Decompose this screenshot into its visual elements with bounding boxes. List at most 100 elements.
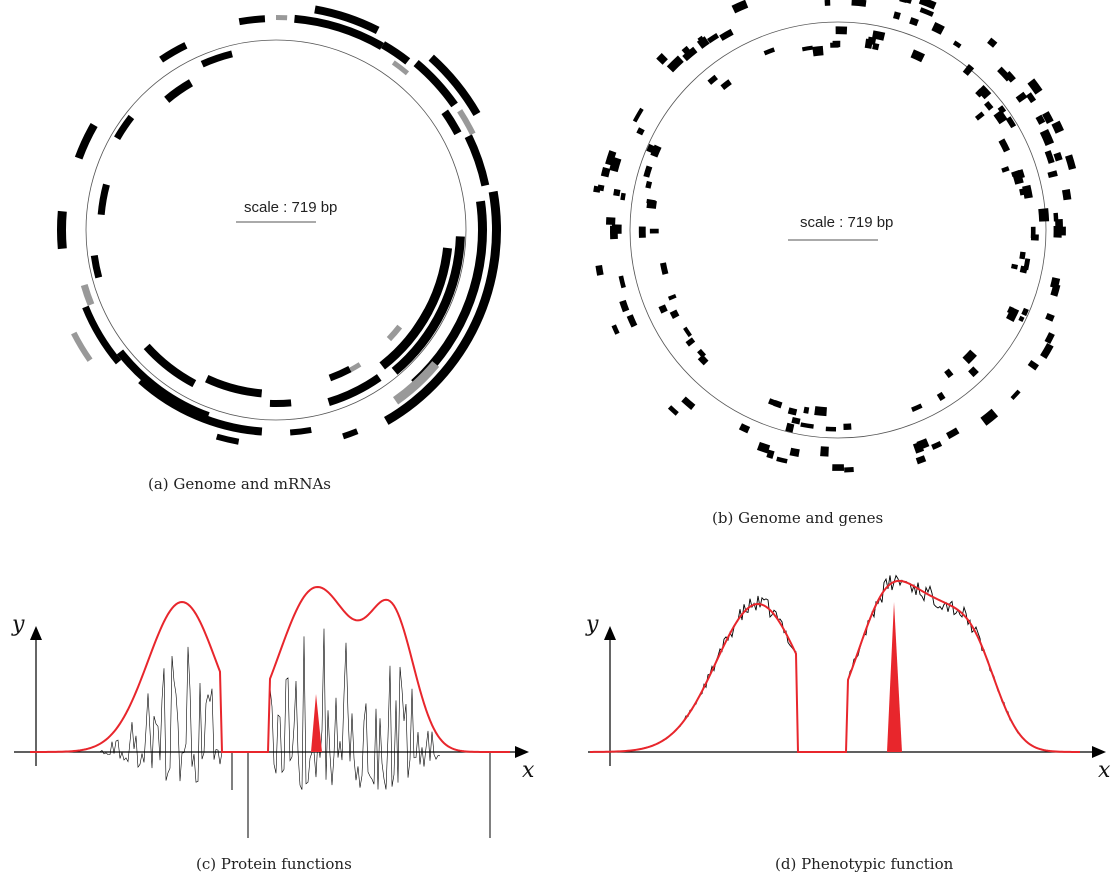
- gene-tick: [824, 0, 831, 6]
- gene-tick: [1006, 307, 1020, 322]
- caption-d: (d) Phenotypic function: [775, 855, 954, 873]
- mrna-arc: [381, 41, 411, 65]
- mrna-arc: [57, 210, 67, 250]
- gene-tick: [773, 400, 783, 409]
- gene-tick: [1040, 342, 1054, 360]
- mrna-arc: [464, 134, 490, 187]
- gene-tick: [766, 449, 775, 459]
- gene-tick: [660, 262, 669, 275]
- gene-tick: [720, 79, 732, 90]
- mrna-arc: [391, 236, 465, 375]
- gene-tick: [962, 64, 975, 76]
- mrna-arc: [74, 123, 98, 160]
- scale-label-b: scale : 719 bp: [800, 214, 894, 231]
- mrna-arc: [164, 79, 193, 103]
- mrna-arc: [413, 247, 453, 332]
- mrna-arc: [90, 255, 103, 279]
- gene-tick: [919, 7, 934, 17]
- envelope-curve: [29, 585, 511, 753]
- x-axis-label-d: x: [1098, 758, 1111, 783]
- genome-mrna-circle: [57, 5, 501, 445]
- gene-tick: [812, 45, 824, 57]
- x-axis-arrow: [515, 746, 529, 758]
- gene-tick: [843, 423, 852, 431]
- gene-tick: [832, 464, 845, 471]
- gene-tick: [646, 198, 656, 205]
- gene-tick: [1038, 208, 1050, 222]
- gene-tick: [619, 299, 630, 313]
- phenotype-signal: [589, 574, 1081, 753]
- genome-circle: [85, 39, 467, 421]
- gene-tick: [984, 100, 994, 111]
- gene-tick: [1023, 258, 1031, 271]
- gene-tick: [893, 11, 901, 20]
- gene-tick: [1001, 166, 1010, 173]
- mrna-arc: [327, 374, 382, 406]
- gene-tick: [803, 406, 810, 414]
- mrna-arc: [143, 343, 197, 388]
- mrna-arc: [379, 308, 433, 370]
- gene-tick: [1050, 283, 1061, 297]
- mrna-arc: [349, 362, 362, 373]
- gene-tick: [1030, 234, 1039, 241]
- gene-tick: [1010, 389, 1021, 400]
- mrna-arc: [413, 59, 458, 108]
- gene-tick: [1044, 332, 1055, 345]
- gene-tick: [597, 184, 605, 192]
- mrna-arc: [411, 200, 488, 387]
- gene-tick: [997, 105, 1007, 115]
- mrna-arc: [328, 365, 352, 382]
- gene-tick: [1053, 152, 1063, 162]
- y-axis-label-c: y: [12, 612, 25, 637]
- mrna-arc: [200, 50, 233, 68]
- gene-tick: [1065, 154, 1077, 170]
- gene-tick: [1053, 225, 1062, 238]
- gene-tick: [685, 399, 694, 408]
- mrna-arc: [82, 305, 122, 365]
- gene-tick: [1042, 111, 1054, 124]
- gene-tick: [611, 224, 622, 234]
- gene-tick: [667, 293, 677, 301]
- gene-tick: [756, 441, 771, 454]
- gene-tick: [618, 275, 626, 289]
- gene-tick: [987, 37, 998, 48]
- mrna-arc: [205, 375, 263, 398]
- gene-tick: [706, 32, 720, 44]
- mrna-arc: [393, 361, 440, 405]
- gene-tick: [620, 192, 626, 201]
- gene-tick: [1039, 128, 1055, 146]
- gene-tick: [613, 188, 621, 197]
- gene-tick: [626, 314, 638, 328]
- gene-tick: [931, 21, 945, 35]
- mrna-arc: [97, 183, 110, 216]
- gene-tick: [998, 138, 1011, 153]
- gene-tick: [980, 408, 999, 426]
- gene-tick: [763, 47, 776, 56]
- gene-tick: [1011, 263, 1018, 270]
- gene-tick: [649, 228, 659, 234]
- gene-tick: [835, 26, 848, 35]
- gene-tick: [697, 35, 705, 43]
- gene-tick: [909, 17, 919, 27]
- mrna-arc: [238, 15, 266, 26]
- gene-tick: [606, 217, 616, 225]
- mrna-arc: [114, 114, 135, 140]
- gene-tick: [944, 368, 954, 379]
- gene-tick: [683, 326, 692, 338]
- gene-tick: [977, 85, 992, 100]
- mrna-arc: [391, 60, 410, 76]
- gene-tick: [707, 74, 718, 85]
- mrna-arc: [159, 42, 188, 63]
- scale-label-a: scale : 719 bp: [244, 199, 338, 216]
- gene-tick: [666, 55, 684, 73]
- gene-tick: [968, 366, 979, 378]
- gene-tick: [697, 348, 707, 359]
- mrna-arc: [138, 377, 263, 436]
- gene-tick: [682, 46, 698, 62]
- gene-tick: [820, 446, 829, 457]
- x-axis-arrow: [1092, 746, 1106, 758]
- gene-tick: [605, 150, 617, 166]
- gene-tick: [1015, 91, 1028, 103]
- gene-tick: [1051, 120, 1064, 134]
